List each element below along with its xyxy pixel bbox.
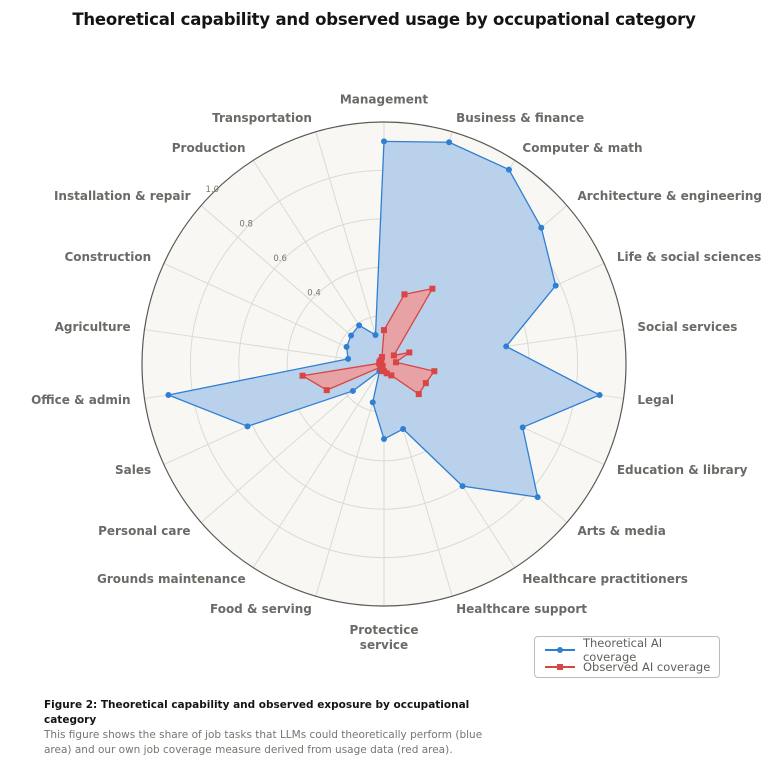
radial-tick-label: 0.4	[307, 288, 321, 298]
category-label: Business & finance	[456, 111, 584, 125]
category-label: Management	[340, 93, 429, 107]
data-point-theoretical	[534, 494, 541, 501]
data-point-observed	[378, 354, 385, 361]
data-point-theoretical	[400, 426, 407, 433]
data-point-observed	[299, 372, 306, 379]
category-label: Education & library	[617, 463, 748, 477]
category-label: Healthcare practitioners	[522, 572, 688, 586]
data-point-theoretical	[369, 399, 376, 406]
data-point-theoretical	[343, 343, 350, 350]
data-point-theoretical	[505, 166, 512, 173]
category-label: Transportation	[212, 111, 312, 125]
data-point-observed	[392, 359, 399, 366]
category-label: Social services	[637, 320, 737, 334]
data-point-theoretical	[538, 224, 545, 231]
data-point-observed	[415, 391, 422, 398]
data-point-observed	[377, 364, 384, 371]
legend-item-observed: Observed AI coverage	[545, 658, 719, 675]
radial-tick-label: 1.0	[206, 185, 220, 195]
data-point-theoretical	[381, 436, 387, 443]
data-point-observed	[323, 387, 330, 394]
legend-label: Observed AI coverage	[583, 659, 711, 674]
outer-ring	[141, 121, 627, 607]
category-label: Sales	[115, 463, 151, 477]
category-label: Architecture & engineering	[577, 189, 762, 203]
data-point-observed	[431, 368, 438, 375]
data-point-observed	[429, 285, 436, 292]
data-point-observed	[401, 291, 408, 298]
chart-title: Theoretical capability and observed usag…	[72, 10, 696, 29]
category-label: Personal care	[98, 524, 190, 538]
category-label: Agriculture	[55, 320, 131, 334]
data-point-observed	[388, 372, 395, 379]
caption-title: Figure 2: Theoretical capability and obs…	[44, 699, 470, 726]
data-point-theoretical	[348, 332, 355, 339]
grid-spoke	[315, 131, 385, 365]
data-point-theoretical	[372, 331, 379, 338]
legend-item-theoretical: Theoretical AI coverage	[545, 636, 719, 664]
category-label: Construction	[64, 250, 151, 264]
data-point-observed	[406, 349, 413, 356]
category-label: Protectice service	[349, 623, 418, 652]
data-point-theoretical	[349, 387, 356, 394]
category-label: Legal	[637, 393, 674, 407]
data-point-theoretical	[244, 423, 251, 430]
data-point-observed	[422, 380, 429, 387]
data-point-theoretical	[552, 282, 559, 289]
category-label: Installation & repair	[54, 189, 191, 203]
data-point-theoretical	[381, 138, 387, 145]
caption-text: This figure shows the share of job tasks…	[44, 729, 483, 756]
grid-spoke	[144, 329, 385, 365]
grid-spoke	[252, 363, 385, 568]
data-point-theoretical	[596, 391, 603, 398]
legend-symbol-square-icon	[545, 661, 575, 673]
category-label: Life & social sciences	[617, 250, 761, 264]
data-point-theoretical	[459, 483, 466, 490]
radial-tick-label: 0.6	[273, 254, 287, 264]
legend-symbol-circle-icon	[545, 644, 575, 656]
figure-caption: Figure 2: Theoretical capability and obs…	[44, 698, 504, 758]
category-label: Grounds maintenance	[97, 572, 246, 586]
category-label: Production	[172, 141, 246, 155]
legend: Theoretical AI coverage Observed AI cove…	[534, 636, 720, 678]
category-label: Office & admin	[31, 393, 131, 407]
data-point-theoretical	[446, 139, 453, 146]
data-point-theoretical	[345, 355, 352, 362]
category-label: Food & serving	[210, 602, 312, 616]
data-point-observed	[381, 327, 387, 334]
data-point-theoretical	[519, 424, 526, 431]
radial-tick-label: 0.8	[239, 219, 253, 229]
data-point-theoretical	[356, 322, 363, 329]
legend-label: Theoretical AI coverage	[582, 635, 663, 664]
category-label: Arts & media	[577, 524, 665, 538]
data-point-theoretical	[503, 343, 510, 350]
category-label: Healthcare support	[456, 602, 587, 616]
data-point-theoretical	[165, 391, 172, 398]
category-label: Computer & math	[522, 141, 642, 155]
data-point-observed	[390, 352, 397, 359]
data-point-observed	[378, 367, 385, 374]
